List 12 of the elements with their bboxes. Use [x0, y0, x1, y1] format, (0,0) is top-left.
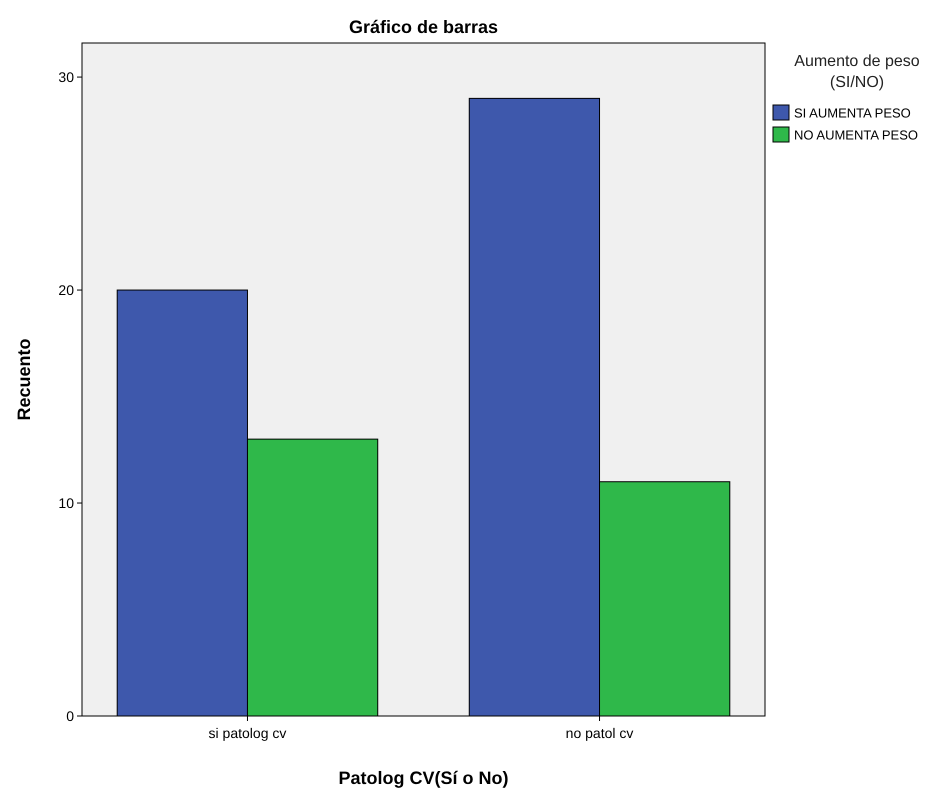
y-tick-label: 30 [58, 68, 74, 85]
legend-title: Aumento de peso (SI/NO) [794, 53, 920, 91]
x-tick-label: no patol cv [566, 725, 634, 741]
y-tick-label: 20 [58, 282, 74, 298]
y-tick-label: 10 [58, 494, 74, 511]
chart-title: Gráfico de barras [348, 17, 498, 37]
y-axis-title: Recuento [14, 338, 34, 421]
y-tick-label: 0 [66, 708, 74, 724]
x-tick-label: si patolog cv [208, 725, 286, 741]
legend-label: NO AUMENTA PESO [794, 128, 918, 143]
x-axis-title: Patolog CV(Sí o No) [338, 768, 508, 788]
legend-label: SI AUMENTA PESO [794, 106, 911, 121]
